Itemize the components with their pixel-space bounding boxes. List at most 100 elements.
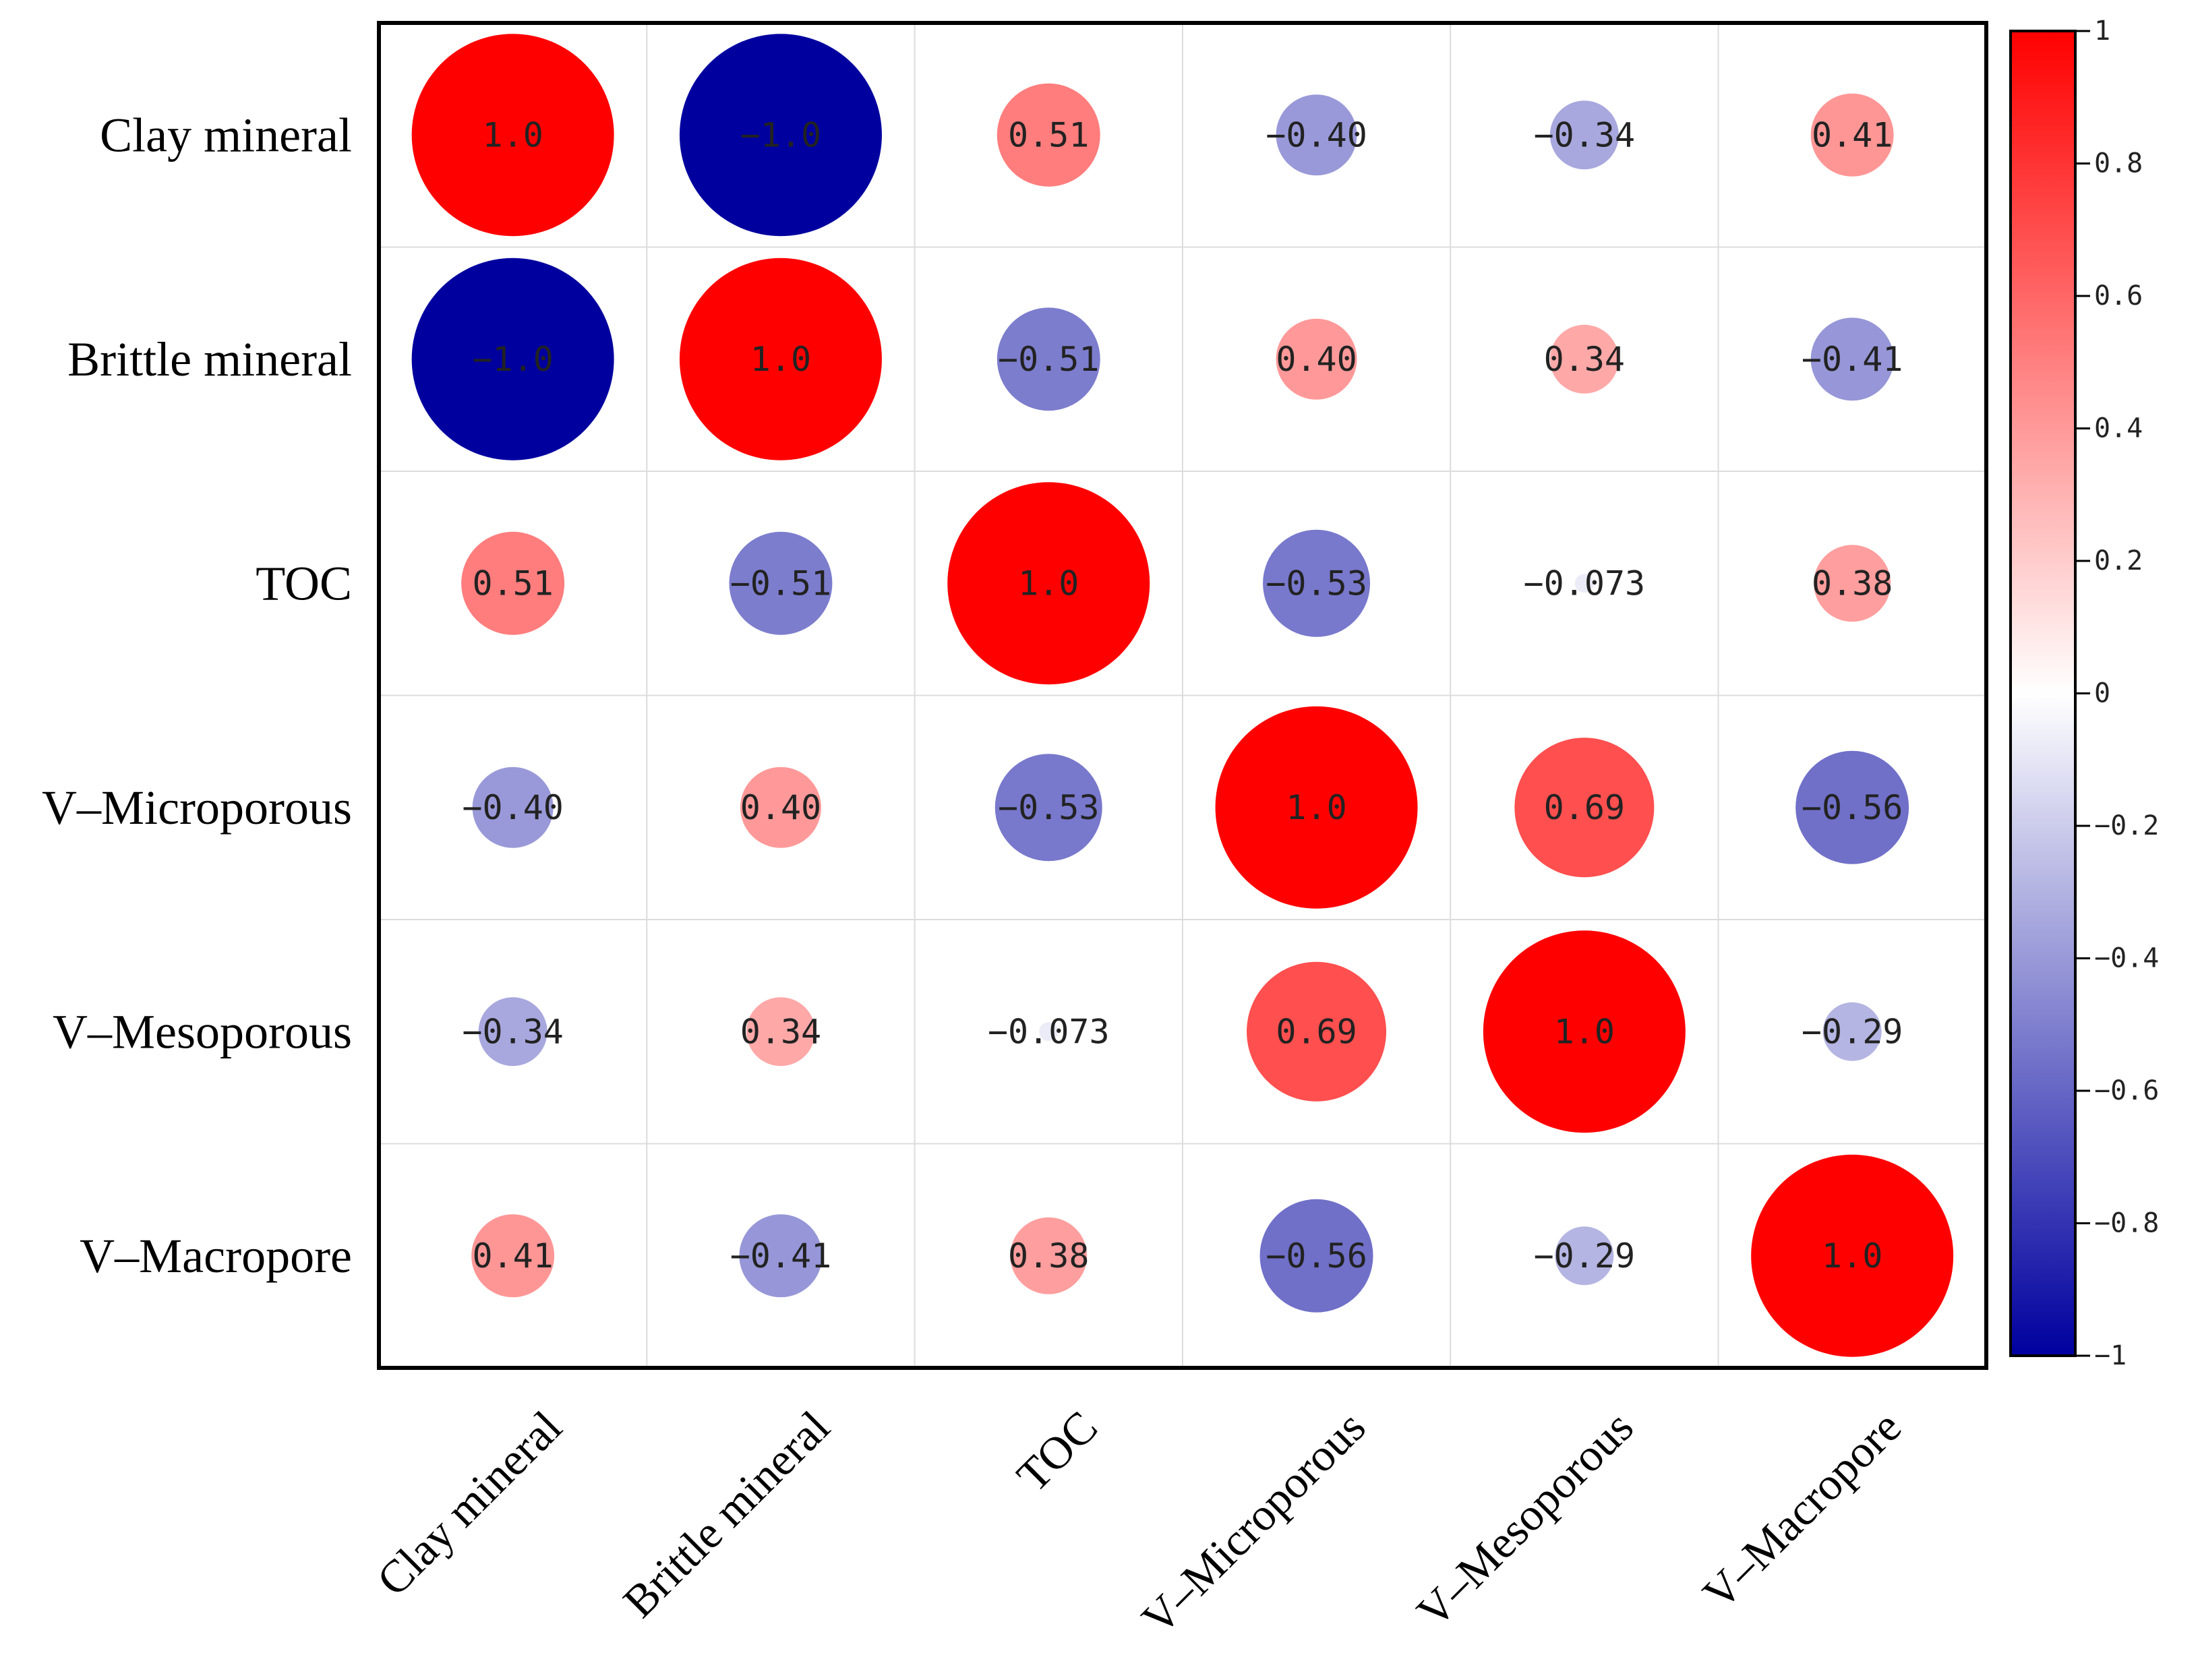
colorbar — [2009, 30, 2077, 1357]
correlation-circle — [1276, 318, 1357, 400]
correlation-circle — [1276, 94, 1357, 176]
correlation-value-label: 0.51 — [1008, 115, 1089, 154]
correlation-value-label: 0.69 — [1276, 1012, 1357, 1051]
correlation-value-label: −0.56 — [1266, 1236, 1367, 1276]
correlation-value-label: −0.34 — [462, 1012, 564, 1051]
correlation-value-label: −0.53 — [998, 788, 1100, 827]
correlation-value-label: 1.0 — [1018, 564, 1079, 603]
correlation-value-label: −0.29 — [1802, 1012, 1903, 1051]
correlation-value-label: 1.0 — [1554, 1012, 1615, 1051]
correlation-value-label: 1.0 — [1822, 1236, 1882, 1276]
row-label: TOC — [256, 556, 352, 610]
correlation-circle — [1814, 545, 1891, 622]
correlation-value-label: −0.53 — [1266, 564, 1367, 603]
row-label: V–Macropore — [80, 1229, 352, 1283]
correlation-value-label: −0.51 — [998, 340, 1100, 379]
correlation-value-label: 1.0 — [1286, 788, 1346, 827]
colorbar-tick-label: 1 — [2094, 16, 2110, 47]
colorbar-tick-label: 0 — [2094, 678, 2110, 709]
column-label: Brittle mineral — [613, 1401, 839, 1627]
correlation-circle — [679, 34, 882, 237]
correlation-value-label: 0.40 — [1276, 340, 1357, 379]
correlation-circle — [746, 997, 815, 1067]
correlation-circle — [1810, 318, 1894, 401]
column-label: V–Macropore — [1693, 1401, 1911, 1619]
correlation-circle — [1751, 1154, 1954, 1357]
correlation-circle — [1574, 574, 1594, 593]
correlation-circle — [997, 83, 1100, 187]
correlation-circle — [471, 1214, 555, 1298]
correlation-circle — [679, 258, 882, 460]
correlation-circle — [411, 34, 614, 237]
column-label: Clay mineral — [367, 1401, 571, 1605]
colorbar-tick-label: −0.4 — [2094, 943, 2159, 974]
correlation-value-label: −0.40 — [1266, 115, 1367, 154]
colorbar-tick-label: −0.2 — [2094, 810, 2159, 841]
correlation-value-label: 0.34 — [1544, 340, 1625, 379]
correlation-circle — [739, 1214, 823, 1298]
correlation-circle — [1215, 706, 1418, 909]
correlation-value-label: −0.073 — [988, 1012, 1110, 1051]
row-label: V–Microporous — [42, 781, 352, 835]
correlation-values: 1.0 −1.0 0.51 −0.40 −0.34 0.41 −1.0 1.0 −0.51 0.4… — [462, 115, 1903, 1276]
grid-lines — [379, 23, 1986, 1368]
correlation-value-label: −0.41 — [1802, 340, 1903, 379]
correlation-value-label: 1.0 — [750, 340, 811, 379]
correlation-circle — [947, 482, 1150, 685]
correlation-circle — [1483, 930, 1686, 1133]
correlation-value-label: −0.29 — [1534, 1236, 1636, 1276]
correlation-value-label: −1.0 — [740, 115, 821, 154]
correlation-circles — [411, 34, 1954, 1357]
correlation-circle — [1549, 100, 1619, 170]
correlation-value-label: −0.51 — [730, 564, 832, 603]
correlation-circle — [740, 767, 821, 848]
colorbar-tick-label: −1 — [2094, 1340, 2127, 1371]
colorbar-tick-label: −0.6 — [2094, 1075, 2159, 1106]
correlation-circle — [1259, 1199, 1373, 1313]
correlation-value-label: 0.38 — [1008, 1236, 1089, 1276]
plot-frame — [377, 21, 1988, 1370]
correlation-value-label: −0.56 — [1802, 788, 1903, 827]
row-labels: Clay mineral Brittle mineral TOC V–Micropor… — [42, 108, 352, 1283]
colorbar-tick-label: 0.6 — [2094, 280, 2143, 311]
correlation-circle — [1549, 324, 1619, 394]
correlation-circle — [1822, 1002, 1882, 1061]
correlation-circle — [1795, 750, 1909, 864]
correlation-value-label: −0.41 — [730, 1236, 832, 1276]
correlation-value-label: 0.40 — [740, 788, 821, 827]
correlation-value-label: 0.51 — [472, 564, 553, 603]
correlation-circle — [729, 531, 833, 635]
colorbar-tick-label: 0.2 — [2094, 545, 2143, 576]
correlation-value-label: 0.34 — [740, 1012, 821, 1051]
correlation-value-label: −0.34 — [1534, 115, 1636, 154]
row-label: Brittle mineral — [67, 332, 352, 386]
correlation-value-label: 0.41 — [1812, 115, 1893, 154]
colorbar-tick-label: −0.8 — [2094, 1208, 2159, 1239]
correlation-circle — [1247, 961, 1387, 1102]
column-labels: Clay mineral Brittle mineral TOC V–Micropor… — [367, 1401, 1911, 1644]
column-label: V–Mesoporous — [1406, 1401, 1642, 1637]
correlation-value-label: −0.40 — [462, 788, 564, 827]
column-label: V–Microporous — [1132, 1401, 1375, 1644]
correlation-circle — [1263, 529, 1371, 637]
correlation-circle — [1514, 738, 1655, 878]
column-label: TOC — [1007, 1401, 1107, 1501]
correlation-circle — [994, 754, 1102, 862]
row-label: V–Mesoporous — [53, 1004, 352, 1058]
correlation-circle — [997, 307, 1100, 411]
correlation-circle — [1555, 1226, 1614, 1286]
correlation-value-label: −0.073 — [1524, 564, 1646, 603]
row-label: Clay mineral — [100, 108, 352, 162]
correlation-circle — [478, 997, 547, 1067]
correlation-value-label: 0.38 — [1812, 564, 1893, 603]
correlation-circle — [461, 531, 565, 635]
correlation-circle — [472, 767, 554, 848]
correlation-value-label: 1.0 — [482, 115, 543, 154]
colorbar-ticks: 1 0.8 0.6 0.4 0.2 0 −0.2 −0.4 −0.6 −0.8 −1 — [2075, 16, 2159, 1371]
correlation-value-label: −1.0 — [472, 340, 553, 379]
correlation-circle — [1010, 1217, 1088, 1294]
colorbar-tick-label: 0.8 — [2094, 148, 2143, 179]
correlation-value-label: 0.41 — [472, 1236, 553, 1276]
colorbar-tick-label: 0.4 — [2094, 413, 2143, 444]
